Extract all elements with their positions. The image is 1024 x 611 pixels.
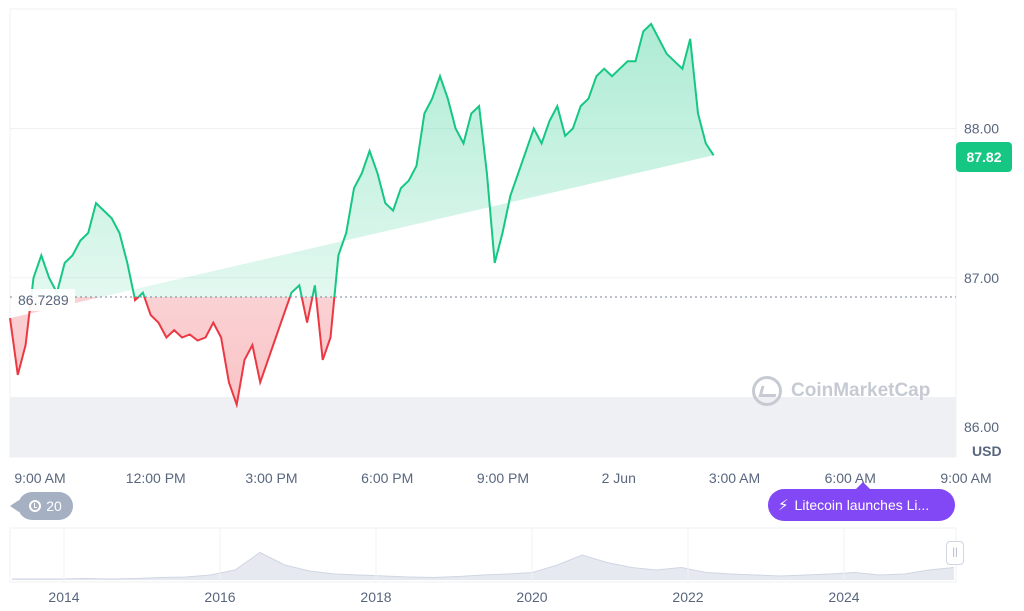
x-tick-label: 3:00 AM	[709, 470, 760, 486]
navigator-tick-label: 2014	[48, 589, 79, 605]
baseline-price-label: 86.7289	[12, 289, 75, 311]
navigator-tick-label: 2022	[672, 589, 703, 605]
area-above-baseline	[31, 23, 714, 297]
x-axis-ticks: 9:00 AM 12:00 PM 3:00 PM 6:00 PM 9:00 PM 2 Ju…	[14, 470, 991, 486]
coinmarketcap-logo-icon	[752, 376, 782, 406]
navigator-tick-label: 2024	[828, 589, 859, 605]
event-marker-button[interactable]: ⚡ Litecoin launches Li...	[768, 482, 955, 521]
y-axis-ticks: 88.00 87.00 86.00	[964, 120, 999, 435]
x-tick-label: 9:00 PM	[477, 470, 529, 486]
currency-unit-label: USD	[972, 443, 1002, 459]
price-line-up	[30, 22, 715, 297]
x-tick-label: 12:00 PM	[126, 470, 186, 486]
y-tick-label: 87.00	[964, 270, 999, 286]
event-label: Litecoin launches Li...	[794, 497, 930, 513]
navigator-tick-label: 2020	[516, 589, 547, 605]
x-tick-label: 3:00 PM	[245, 470, 297, 486]
navigator-tick-label: 2018	[360, 589, 391, 605]
navigator-area	[12, 552, 954, 580]
watermark-text: CoinMarketCap	[791, 380, 931, 401]
x-tick-label: 6:00 PM	[361, 470, 413, 486]
y-tick-label: 86.00	[964, 419, 999, 435]
current-price-badge: 87.82	[956, 142, 1012, 172]
navigator-handle[interactable]: ||	[946, 541, 964, 565]
history-replay-button[interactable]: 20	[10, 492, 73, 520]
navigator-chart	[12, 551, 955, 580]
navigator-frame[interactable]	[9, 527, 957, 583]
lightning-icon: ⚡	[778, 497, 789, 514]
y-tick-label: 88.00	[964, 120, 999, 136]
volume-band	[10, 397, 956, 457]
x-tick-label: 9:00 AM	[940, 470, 991, 486]
navigator-line	[12, 551, 955, 580]
history-count: 20	[46, 498, 62, 514]
navigator-tick-label: 2016	[204, 589, 235, 605]
coinmarketcap-watermark: CoinMarketCap	[752, 376, 930, 406]
x-tick-label: 9:00 AM	[14, 470, 65, 486]
price-areas	[9, 22, 715, 409]
navigator-x-ticks: 2014 2016 2018 2020 2022 2024	[48, 528, 860, 605]
area-below-baseline	[10, 297, 335, 405]
history-icon	[29, 500, 42, 512]
x-tick-label: 2 Jun	[602, 470, 636, 486]
